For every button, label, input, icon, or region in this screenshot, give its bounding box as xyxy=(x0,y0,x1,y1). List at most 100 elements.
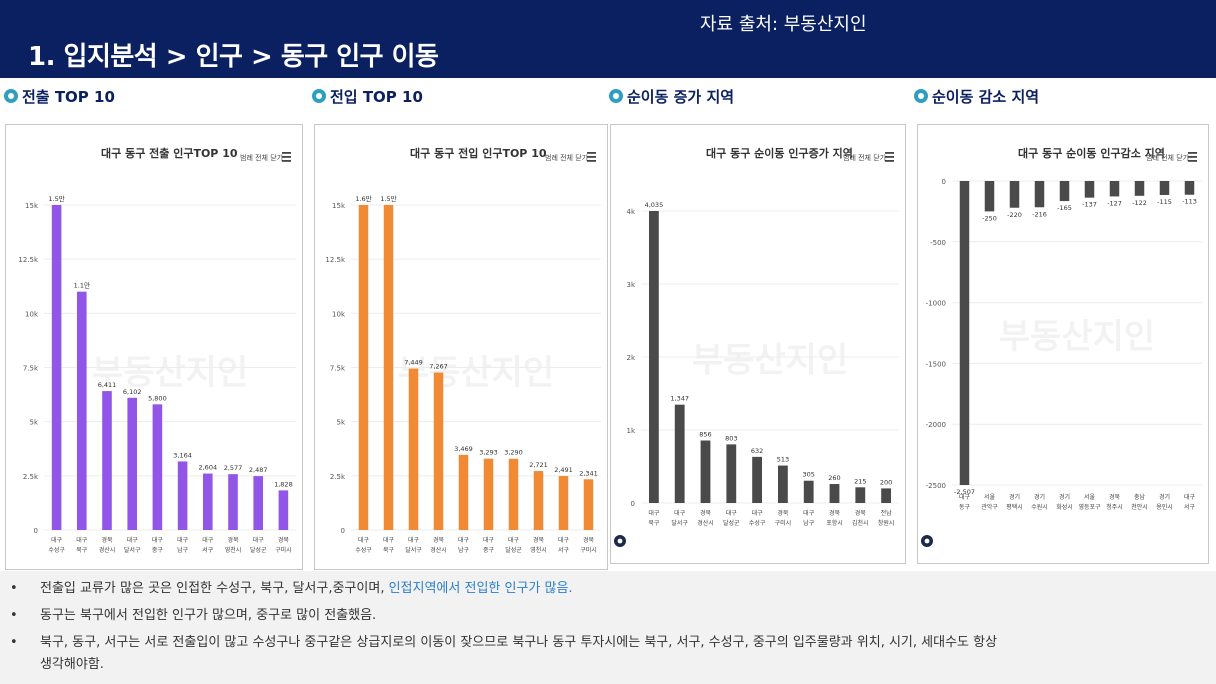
x-tick-label: 대구 xyxy=(408,536,420,544)
chart-panel-net-decrease: 대구 동구 순이동 인구감소 지역 범례 전체 닫기 부동산지인 0 -500 -1000… xyxy=(917,124,1209,564)
x-tick-label: 서구 xyxy=(558,546,570,554)
x-tick-label: 경북 xyxy=(101,537,113,544)
bar xyxy=(700,440,711,503)
legend-toggle-button[interactable]: 범례 전체 닫기 xyxy=(843,153,886,162)
x-tick-label: 대구 xyxy=(674,509,686,517)
y-tick-label: 10k xyxy=(332,310,346,318)
chart-title: 대구 동구 순이동 인구감소 지역 xyxy=(1018,146,1165,160)
data-label: 215 xyxy=(854,477,866,485)
section-label-text: 순이동 증가 지역 xyxy=(627,87,735,106)
legend-toggle-button[interactable]: 범례 전체 닫기 xyxy=(1146,153,1189,162)
x-tick-label: 남구 xyxy=(803,519,815,527)
y-tick-label: -500 xyxy=(930,239,946,247)
bar xyxy=(433,372,444,530)
bar xyxy=(533,471,544,530)
bar xyxy=(1159,181,1170,195)
hamburger-icon[interactable] xyxy=(1188,152,1197,162)
hamburger-icon[interactable] xyxy=(282,152,291,162)
bar xyxy=(726,444,737,503)
data-label: -122 xyxy=(1132,199,1147,207)
y-tick-label: 0 xyxy=(341,527,345,535)
y-tick-label: 1k xyxy=(626,427,635,435)
data-label: 513 xyxy=(777,456,789,464)
y-tick-label: 0 xyxy=(34,527,38,535)
section-label-inflow: 전입 TOP 10 xyxy=(312,85,423,107)
logo-badge-icon xyxy=(921,535,933,547)
data-label: -216 xyxy=(1032,210,1047,218)
y-tick-label: 15k xyxy=(332,202,346,210)
x-tick-label: 구미시 xyxy=(275,546,292,554)
bar xyxy=(127,397,137,530)
section-bullet-icon xyxy=(609,89,623,103)
data-label: -2,507 xyxy=(954,488,975,496)
note-2: • 동구는 북구에서 전입한 인구가 많으며, 중구로 많이 전출했음. xyxy=(10,608,377,623)
x-tick-label: 대구 xyxy=(127,536,139,544)
y-tick-label: 2.5k xyxy=(330,473,346,481)
x-tick-label: 북구 xyxy=(383,547,395,554)
x-tick-label: 구미시 xyxy=(775,519,792,527)
x-tick-label: 영천시 xyxy=(225,546,242,554)
data-label: 1,347 xyxy=(670,395,689,403)
bar xyxy=(383,205,394,530)
watermark-text: 부동산지인 xyxy=(999,317,1155,357)
bar xyxy=(253,476,263,530)
y-tick-label: 5k xyxy=(336,419,345,427)
section-label-text: 순이동 감소 지역 xyxy=(932,87,1040,106)
x-tick-label: 수원시 xyxy=(1031,503,1048,511)
bar xyxy=(408,368,419,530)
hamburger-icon[interactable] xyxy=(587,152,596,162)
x-tick-label: 관악구 xyxy=(981,503,998,511)
data-label: 3,164 xyxy=(173,451,192,459)
section-bullet-icon xyxy=(312,89,326,103)
data-label: 260 xyxy=(828,474,840,482)
y-tick-label: -1000 xyxy=(926,300,946,308)
chart-title: 대구 동구 전입 인구TOP 10 xyxy=(410,146,547,160)
x-tick-label: 전남 xyxy=(881,509,893,517)
section-label-net-increase: 순이동 증가 지역 xyxy=(609,85,734,107)
bar xyxy=(752,456,763,503)
section-label-text: 전입 TOP 10 xyxy=(330,87,423,106)
data-label: 5,800 xyxy=(148,394,167,402)
x-tick-label: 남구 xyxy=(458,546,470,554)
data-label: -250 xyxy=(982,214,997,222)
x-tick-label: 평택시 xyxy=(1006,503,1023,511)
bar xyxy=(152,404,163,530)
y-tick-label: 0 xyxy=(631,500,635,508)
x-tick-label: 경기 xyxy=(1009,493,1020,501)
x-tick-label: 경산시 xyxy=(697,519,714,527)
legend-toggle-button[interactable]: 범례 전체 닫기 xyxy=(545,153,588,162)
bar xyxy=(483,458,494,530)
bar xyxy=(558,476,569,530)
x-tick-label: 대구 xyxy=(558,536,570,544)
x-tick-label: 경북 xyxy=(278,537,290,544)
data-label: 200 xyxy=(880,478,892,486)
x-tick-label: 중구 xyxy=(483,547,495,554)
x-tick-label: 경기 xyxy=(1159,493,1170,501)
data-label: 6,102 xyxy=(123,388,142,396)
x-tick-label: 대구 xyxy=(508,536,520,544)
x-tick-label: 서구 xyxy=(202,546,214,554)
x-tick-label: 북구 xyxy=(648,520,660,527)
note-3: • 북구, 동구, 서구는 서로 전출입이 많고 수성구나 중구같은 상급지로의 … xyxy=(10,635,998,650)
x-tick-label: 대구 xyxy=(726,509,738,517)
chart-panel-outflow: 대구 동구 전출 인구TOP 10 범례 전체 닫기 부동산지인 0 2.5k 5k 7.5… xyxy=(5,124,303,570)
x-tick-label: 대구 xyxy=(253,536,265,544)
legend-toggle-button[interactable]: 범례 전체 닫기 xyxy=(240,153,283,162)
watermark-text: 부동산지인 xyxy=(692,341,848,381)
note-3-continued: 생각해야함. xyxy=(40,657,104,672)
x-tick-label: 경기 xyxy=(1034,493,1045,501)
bar xyxy=(1059,181,1070,202)
x-tick-label: 수성구 xyxy=(355,546,372,554)
data-label: 2,577 xyxy=(224,464,243,472)
x-tick-label: 대구 xyxy=(202,536,214,544)
bar xyxy=(77,291,87,530)
y-tick-label: 7.5k xyxy=(330,365,346,373)
x-tick-label: 충남 xyxy=(1134,493,1146,501)
x-tick-label: 중구 xyxy=(152,547,164,554)
bar xyxy=(1184,181,1195,195)
x-tick-label: 경북 xyxy=(777,510,789,517)
bar xyxy=(855,487,866,503)
hamburger-icon[interactable] xyxy=(885,152,894,162)
data-label: -137 xyxy=(1082,201,1097,209)
